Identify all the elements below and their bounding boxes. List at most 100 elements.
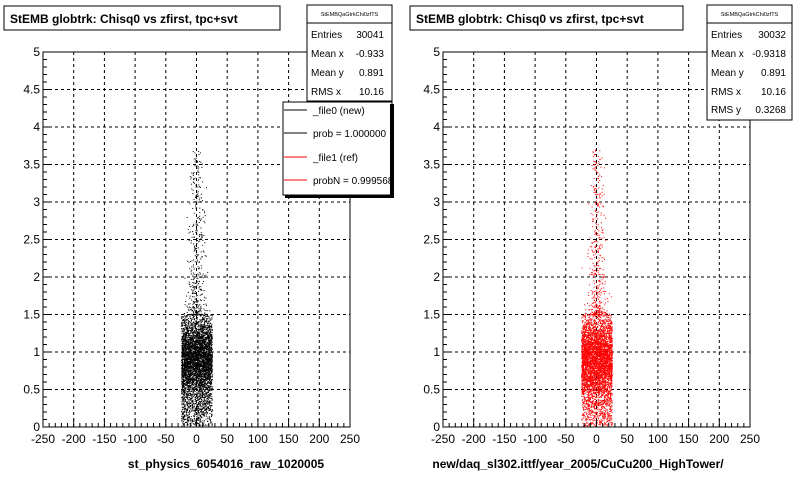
scatter-point	[185, 382, 187, 384]
scatter-point	[193, 384, 195, 386]
scatter-point	[190, 342, 192, 344]
scatter-point	[198, 342, 200, 344]
scatter-point	[196, 372, 198, 374]
scatter-point	[209, 351, 211, 353]
scatter-point	[202, 378, 204, 380]
scatter-point	[206, 368, 208, 370]
scatter-point	[193, 351, 195, 353]
scatter-point	[210, 367, 212, 369]
scatter-point	[189, 286, 191, 288]
scatter-point	[195, 322, 197, 324]
scatter-point	[203, 414, 204, 416]
scatter-point	[187, 411, 189, 413]
scatter-point	[195, 421, 197, 423]
scatter-point	[204, 355, 206, 357]
scatter-point	[203, 275, 205, 277]
scatter-point	[183, 346, 185, 348]
scatter-point	[203, 375, 205, 377]
scatter-point	[193, 379, 195, 381]
scatter-point	[200, 332, 202, 334]
x-tick-label: -250	[31, 432, 55, 446]
scatter-point	[181, 364, 183, 366]
scatter-point	[198, 373, 200, 375]
scatter-point	[198, 389, 200, 391]
scatter-point	[192, 382, 194, 384]
scatter-point	[203, 329, 205, 331]
scatter-point	[193, 401, 195, 403]
scatter-point	[189, 377, 191, 379]
scatter-point	[195, 197, 197, 198]
scatter-point	[185, 319, 187, 321]
scatter-point	[189, 375, 191, 377]
scatter-point	[211, 388, 213, 390]
scatter-point	[199, 380, 201, 382]
scatter-point	[198, 385, 200, 387]
scatter-point	[185, 348, 187, 350]
scatter-point	[190, 338, 192, 340]
scatter-point	[207, 335, 209, 337]
scatter-point	[202, 200, 204, 202]
scatter-point	[184, 346, 186, 348]
scatter-point	[186, 364, 188, 366]
scatter-point	[198, 313, 200, 315]
scatter-point	[202, 361, 204, 363]
scatter-point	[184, 362, 186, 364]
scatter-point	[183, 341, 185, 343]
scatter-point	[185, 360, 187, 362]
scatter-point	[204, 341, 206, 343]
scatter-point	[191, 371, 193, 373]
scatter-point	[194, 324, 196, 326]
scatter-point	[193, 366, 195, 368]
scatter-point	[199, 186, 201, 188]
scatter-point	[190, 404, 192, 406]
scatter-point	[183, 340, 185, 342]
scatter-point	[205, 336, 207, 338]
scatter-point	[186, 295, 188, 297]
scatter-point	[194, 398, 196, 400]
scatter-point	[181, 351, 183, 353]
scatter-point	[195, 364, 197, 366]
scatter-point	[205, 408, 207, 410]
scatter-point	[206, 358, 208, 360]
scatter-point	[189, 375, 191, 377]
scatter-point	[200, 355, 202, 357]
scatter-point	[185, 422, 187, 423]
scatter-point	[195, 157, 197, 159]
scatter-point	[193, 357, 195, 359]
scatter-point	[195, 285, 197, 287]
scatter-point	[205, 402, 207, 404]
scatter-point	[199, 393, 201, 395]
scatter-point	[207, 394, 209, 396]
scatter-point	[198, 409, 200, 411]
scatter-point	[193, 334, 195, 336]
scatter-point	[201, 244, 203, 246]
scatter-point	[196, 417, 198, 419]
scatter-point	[191, 420, 193, 422]
scatter-point	[193, 274, 195, 276]
scatter-point	[193, 360, 195, 362]
scatter-point	[197, 389, 199, 391]
scatter-point	[201, 362, 203, 364]
scatter-point	[191, 315, 193, 317]
scatter-point	[182, 373, 184, 375]
scatter-point	[190, 397, 192, 399]
scatter-point	[184, 354, 186, 356]
scatter-point	[181, 372, 183, 374]
scatter-point	[188, 413, 190, 415]
scatter-point	[205, 345, 207, 347]
scatter-point	[192, 303, 194, 305]
scatter-point	[198, 340, 200, 342]
scatter-point	[195, 351, 197, 353]
scatter-point	[204, 364, 206, 366]
scatter-point	[192, 371, 194, 373]
scatter-point	[200, 315, 202, 317]
scatter-point	[195, 377, 197, 379]
scatter-point	[192, 338, 194, 340]
scatter-point	[200, 364, 202, 366]
scatter-point	[203, 351, 205, 353]
scatter-point	[182, 413, 184, 415]
scatter-point	[187, 328, 189, 330]
scatter-point	[182, 351, 184, 353]
scatter-point	[193, 361, 195, 363]
scatter-point	[189, 385, 191, 387]
